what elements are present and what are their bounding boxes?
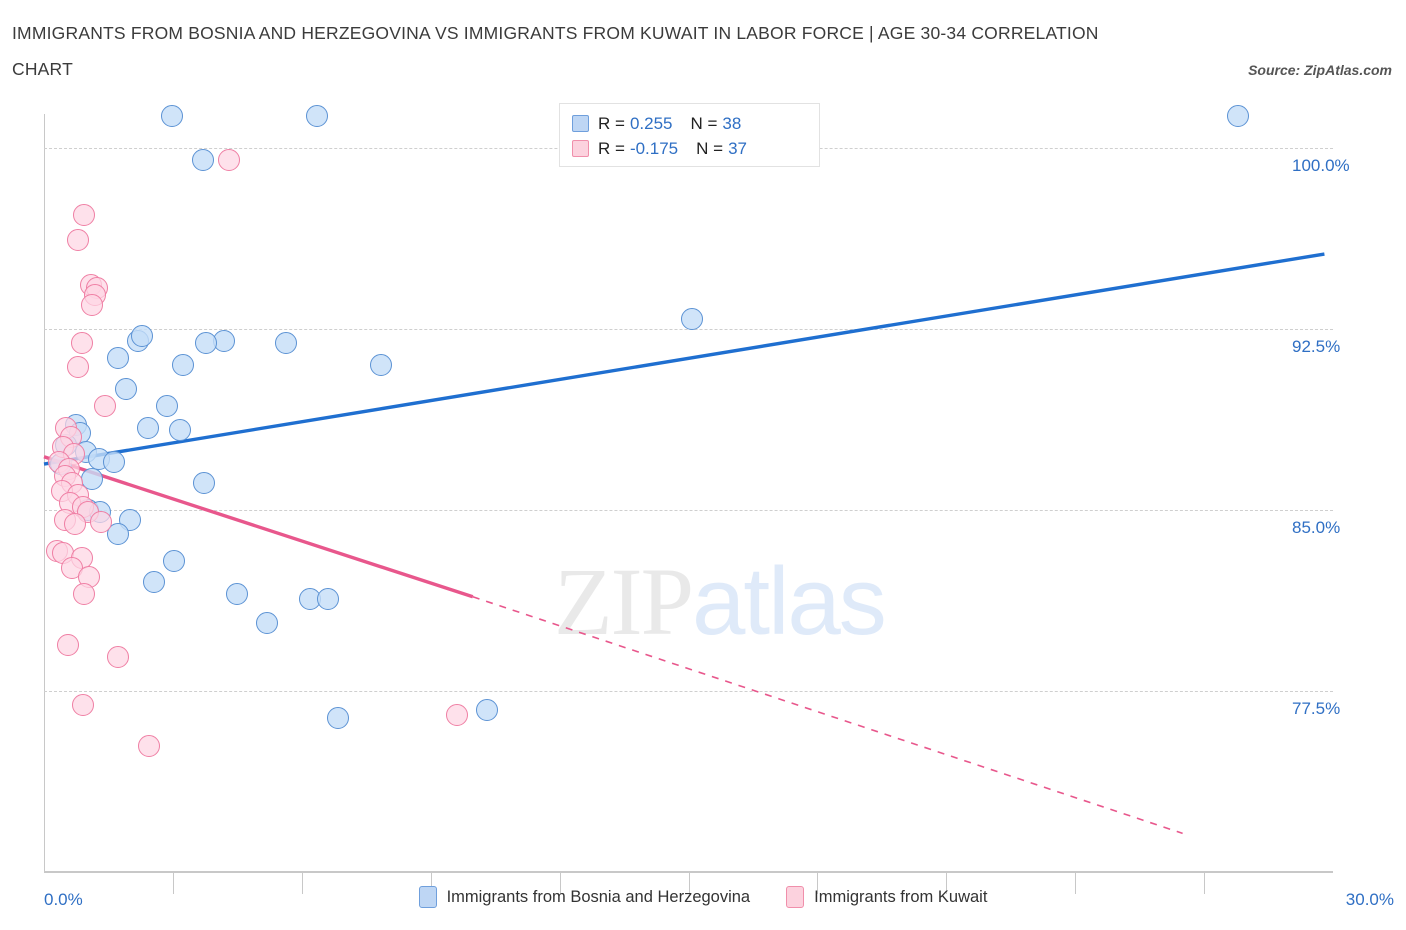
scatter-point[interactable]: [446, 704, 469, 727]
legend-swatch-kuwait-icon: [786, 886, 805, 908]
x-axis-min-label: 0.0%: [44, 890, 83, 909]
n-label-pink: N =: [696, 138, 724, 158]
x-axis-tick: [688, 872, 690, 894]
n-label-blue: N =: [690, 113, 718, 133]
x-axis-tick: [946, 872, 948, 894]
legend-swatch-bosnia-icon: [418, 886, 437, 908]
page-title: IMMIGRANTS FROM BOSNIA AND HERZEGOVINA V…: [12, 23, 1099, 43]
y-axis-tick-label: 85.0%: [1292, 517, 1341, 537]
scatter-point[interactable]: [81, 293, 104, 316]
legend-label-kuwait: Immigrants from Kuwait: [814, 887, 988, 906]
scatter-point[interactable]: [192, 472, 215, 495]
scatter-point[interactable]: [89, 510, 112, 533]
legend-swatch-bosnia-icon: [572, 115, 589, 132]
scatter-point[interactable]: [70, 332, 93, 355]
scatter-point[interactable]: [275, 332, 298, 355]
x-axis-max-label: 30.0%: [1345, 890, 1394, 909]
scatter-point[interactable]: [171, 354, 194, 377]
zipatlas-watermark: ZIPatlas: [554, 546, 887, 657]
x-axis-tick: [172, 872, 174, 894]
scatter-point[interactable]: [327, 706, 350, 729]
trend-line-dashed: [472, 596, 1183, 835]
scatter-point[interactable]: [155, 395, 178, 418]
scatter-point[interactable]: [115, 378, 138, 401]
r-value-blue: 0.255: [629, 113, 673, 133]
scatter-plot-area: ZIPatlas: [43, 105, 1333, 894]
scatter-point[interactable]: [1226, 105, 1249, 128]
scatter-point[interactable]: [57, 634, 80, 657]
legend-label-bosnia: Immigrants from Bosnia and Herzegovina: [446, 887, 751, 906]
scatter-point[interactable]: [305, 105, 328, 128]
watermark-atlas: atlas: [692, 548, 887, 655]
x-axis-tick: [430, 872, 432, 894]
r-value-pink: -0.175: [629, 138, 679, 158]
scatter-point[interactable]: [66, 228, 89, 251]
gridline: [44, 509, 1333, 511]
r-label-pink: R =: [598, 138, 625, 158]
scatter-point[interactable]: [191, 148, 214, 171]
scatter-point[interactable]: [72, 583, 95, 606]
trend-line-solid: [43, 252, 1325, 466]
page-title-line2: CHART: [12, 59, 73, 79]
scatter-point[interactable]: [71, 694, 94, 717]
x-axis-tick: [1075, 872, 1077, 894]
legend-item-kuwait[interactable]: Immigrants from Kuwait: [786, 886, 987, 908]
legend-swatch-kuwait-icon: [572, 140, 589, 157]
scatter-point[interactable]: [130, 325, 153, 348]
scatter-point[interactable]: [67, 356, 90, 379]
x-axis-tick: [559, 872, 561, 894]
y-axis-tick-label: 100.0%: [1292, 155, 1350, 175]
scatter-point[interactable]: [680, 308, 703, 331]
scatter-point[interactable]: [168, 419, 191, 442]
watermark-zip: ZIP: [554, 548, 694, 655]
scatter-point[interactable]: [73, 204, 96, 227]
scatter-point[interactable]: [102, 450, 125, 473]
r-label-blue: R =: [598, 113, 625, 133]
scatter-point[interactable]: [217, 148, 240, 171]
scatter-point[interactable]: [370, 354, 393, 377]
scatter-point[interactable]: [255, 612, 278, 635]
scatter-point[interactable]: [106, 646, 129, 669]
legend-item-bosnia[interactable]: Immigrants from Bosnia and Herzegovina: [418, 886, 751, 908]
correlation-row-blue: R = 0.255 N = 38: [572, 111, 807, 136]
y-axis-tick-label: 77.5%: [1292, 698, 1341, 718]
correlation-row-pink: R = -0.175 N = 37: [572, 136, 807, 161]
scatter-point[interactable]: [137, 416, 160, 439]
scatter-point[interactable]: [195, 332, 218, 355]
y-axis-tick-label: 92.5%: [1292, 336, 1341, 356]
scatter-point[interactable]: [142, 571, 165, 594]
scatter-point[interactable]: [63, 513, 86, 536]
scatter-point[interactable]: [161, 105, 184, 128]
scatter-point[interactable]: [138, 735, 161, 758]
series-legend: Immigrants from Bosnia and Herzegovina I…: [0, 886, 1406, 908]
scatter-point[interactable]: [106, 346, 129, 369]
scatter-point[interactable]: [107, 523, 130, 546]
scatter-point[interactable]: [94, 395, 116, 418]
correlation-legend: R = 0.255 N = 38 R = -0.175 N = 37: [559, 103, 820, 167]
n-value-pink: 37: [728, 138, 747, 158]
gridline: [44, 690, 1333, 692]
trend-lines: [43, 252, 1325, 835]
n-value-blue: 38: [722, 113, 742, 133]
scatter-point[interactable]: [476, 699, 499, 722]
source-label: Source: ZipAtlas.com: [1248, 62, 1392, 78]
scatter-point[interactable]: [317, 588, 340, 611]
scatter-point[interactable]: [226, 583, 249, 606]
scatter-point[interactable]: [163, 549, 186, 572]
x-axis-tick: [301, 872, 303, 894]
x-axis-tick: [817, 872, 819, 894]
x-axis-tick: [1204, 872, 1206, 894]
